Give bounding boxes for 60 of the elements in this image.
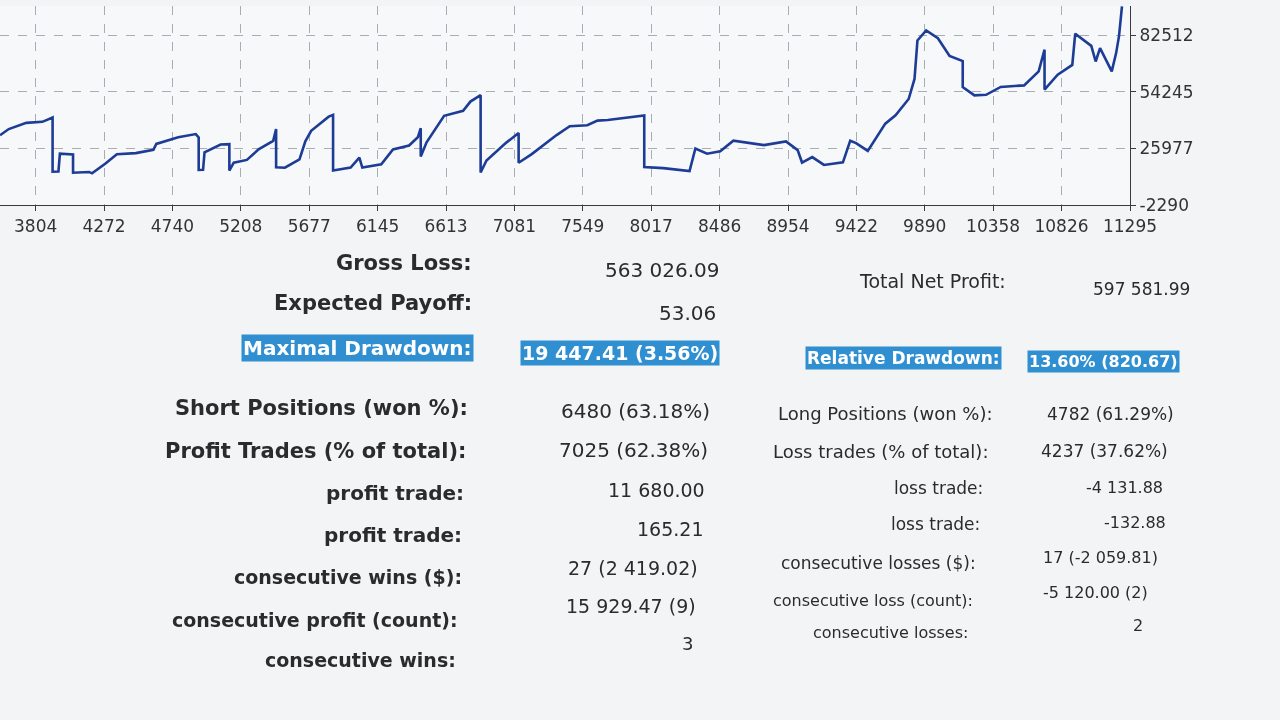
text: -5 120.00 (2) [1043,583,1148,602]
text: 17 (-2 059.81) [1043,548,1158,567]
line-series [0,6,1124,175]
x-tick-label: 10358 [966,215,1021,236]
text: 27 (2 419.02) [568,557,698,579]
text: profit trade: [324,523,463,547]
y-tick-label: 25977 [1139,138,1194,159]
x-tick-label: 10826 [1034,215,1089,236]
text: 13.60% (820.67) [1029,352,1178,371]
text: profit trade: [326,481,465,505]
text: Expected Payoff: [274,291,473,315]
text: Loss trades (% of total): [773,441,989,462]
x-tick-label: 5208 [219,215,263,236]
x-tick-label: 3804 [14,215,58,236]
x-tick-label: 7081 [492,215,537,236]
text: 6480 (63.18%) [561,399,711,423]
text: Total Net Profit: [859,270,1006,292]
x-tick-label: 11295 [1102,215,1158,236]
text: loss trade: [891,514,981,534]
text: -4 131.88 [1086,478,1164,497]
x-tick-label: 6613 [424,215,468,236]
x-tick-label: 5677 [287,215,331,236]
text: consecutive losses: [813,623,969,642]
text: 3 [682,633,694,654]
text: 15 929.47 (9) [566,595,696,617]
text: consecutive wins: [265,649,456,671]
x-tick-label: 9422 [834,215,878,236]
text: Maximal Drawdown: [243,336,472,360]
text: consecutive profit (count): [172,609,458,631]
text: Short Positions (won %): [175,396,468,420]
x-tick-label: 7549 [561,215,605,236]
x-tick-label: 8486 [698,215,742,236]
text: 19 447.41 (3.56%) [522,342,719,364]
text: Gross Loss: [336,251,472,275]
x-tick-label: 4740 [150,215,195,236]
text: Relative Drawdown: [807,348,1000,368]
text: 4782 (61.29%) [1047,404,1174,424]
text: 165.21 [637,518,704,540]
x-tick-label: 9890 [903,215,947,236]
text: consecutive loss (count): [773,591,973,610]
y-tick-label: -2290 [1139,194,1189,215]
x-tick-label: 6145 [356,215,400,236]
text: 7025 (62.38%) [559,438,709,462]
text: -132.88 [1104,513,1166,532]
x-tick-label: 8954 [766,215,810,236]
x-tick-label: 8017 [629,215,673,236]
text: 597 581.99 [1093,279,1191,299]
text: loss trade: [894,478,984,498]
text: 53.06 [659,301,717,325]
x-tick-label: 4272 [82,215,126,236]
text: consecutive losses ($): [781,553,976,573]
y-tick-label: 82512 [1139,24,1194,45]
text: 11 680.00 [608,479,705,501]
text: 563 026.09 [605,258,720,282]
text: 2 [1133,616,1144,635]
y-tick-label: 54245 [1139,81,1194,102]
text: Profit Trades (% of total): [165,439,467,463]
text: 4237 (37.62%) [1041,441,1168,461]
text: consecutive wins ($): [234,566,463,588]
text: Long Positions (won %): [778,403,993,424]
